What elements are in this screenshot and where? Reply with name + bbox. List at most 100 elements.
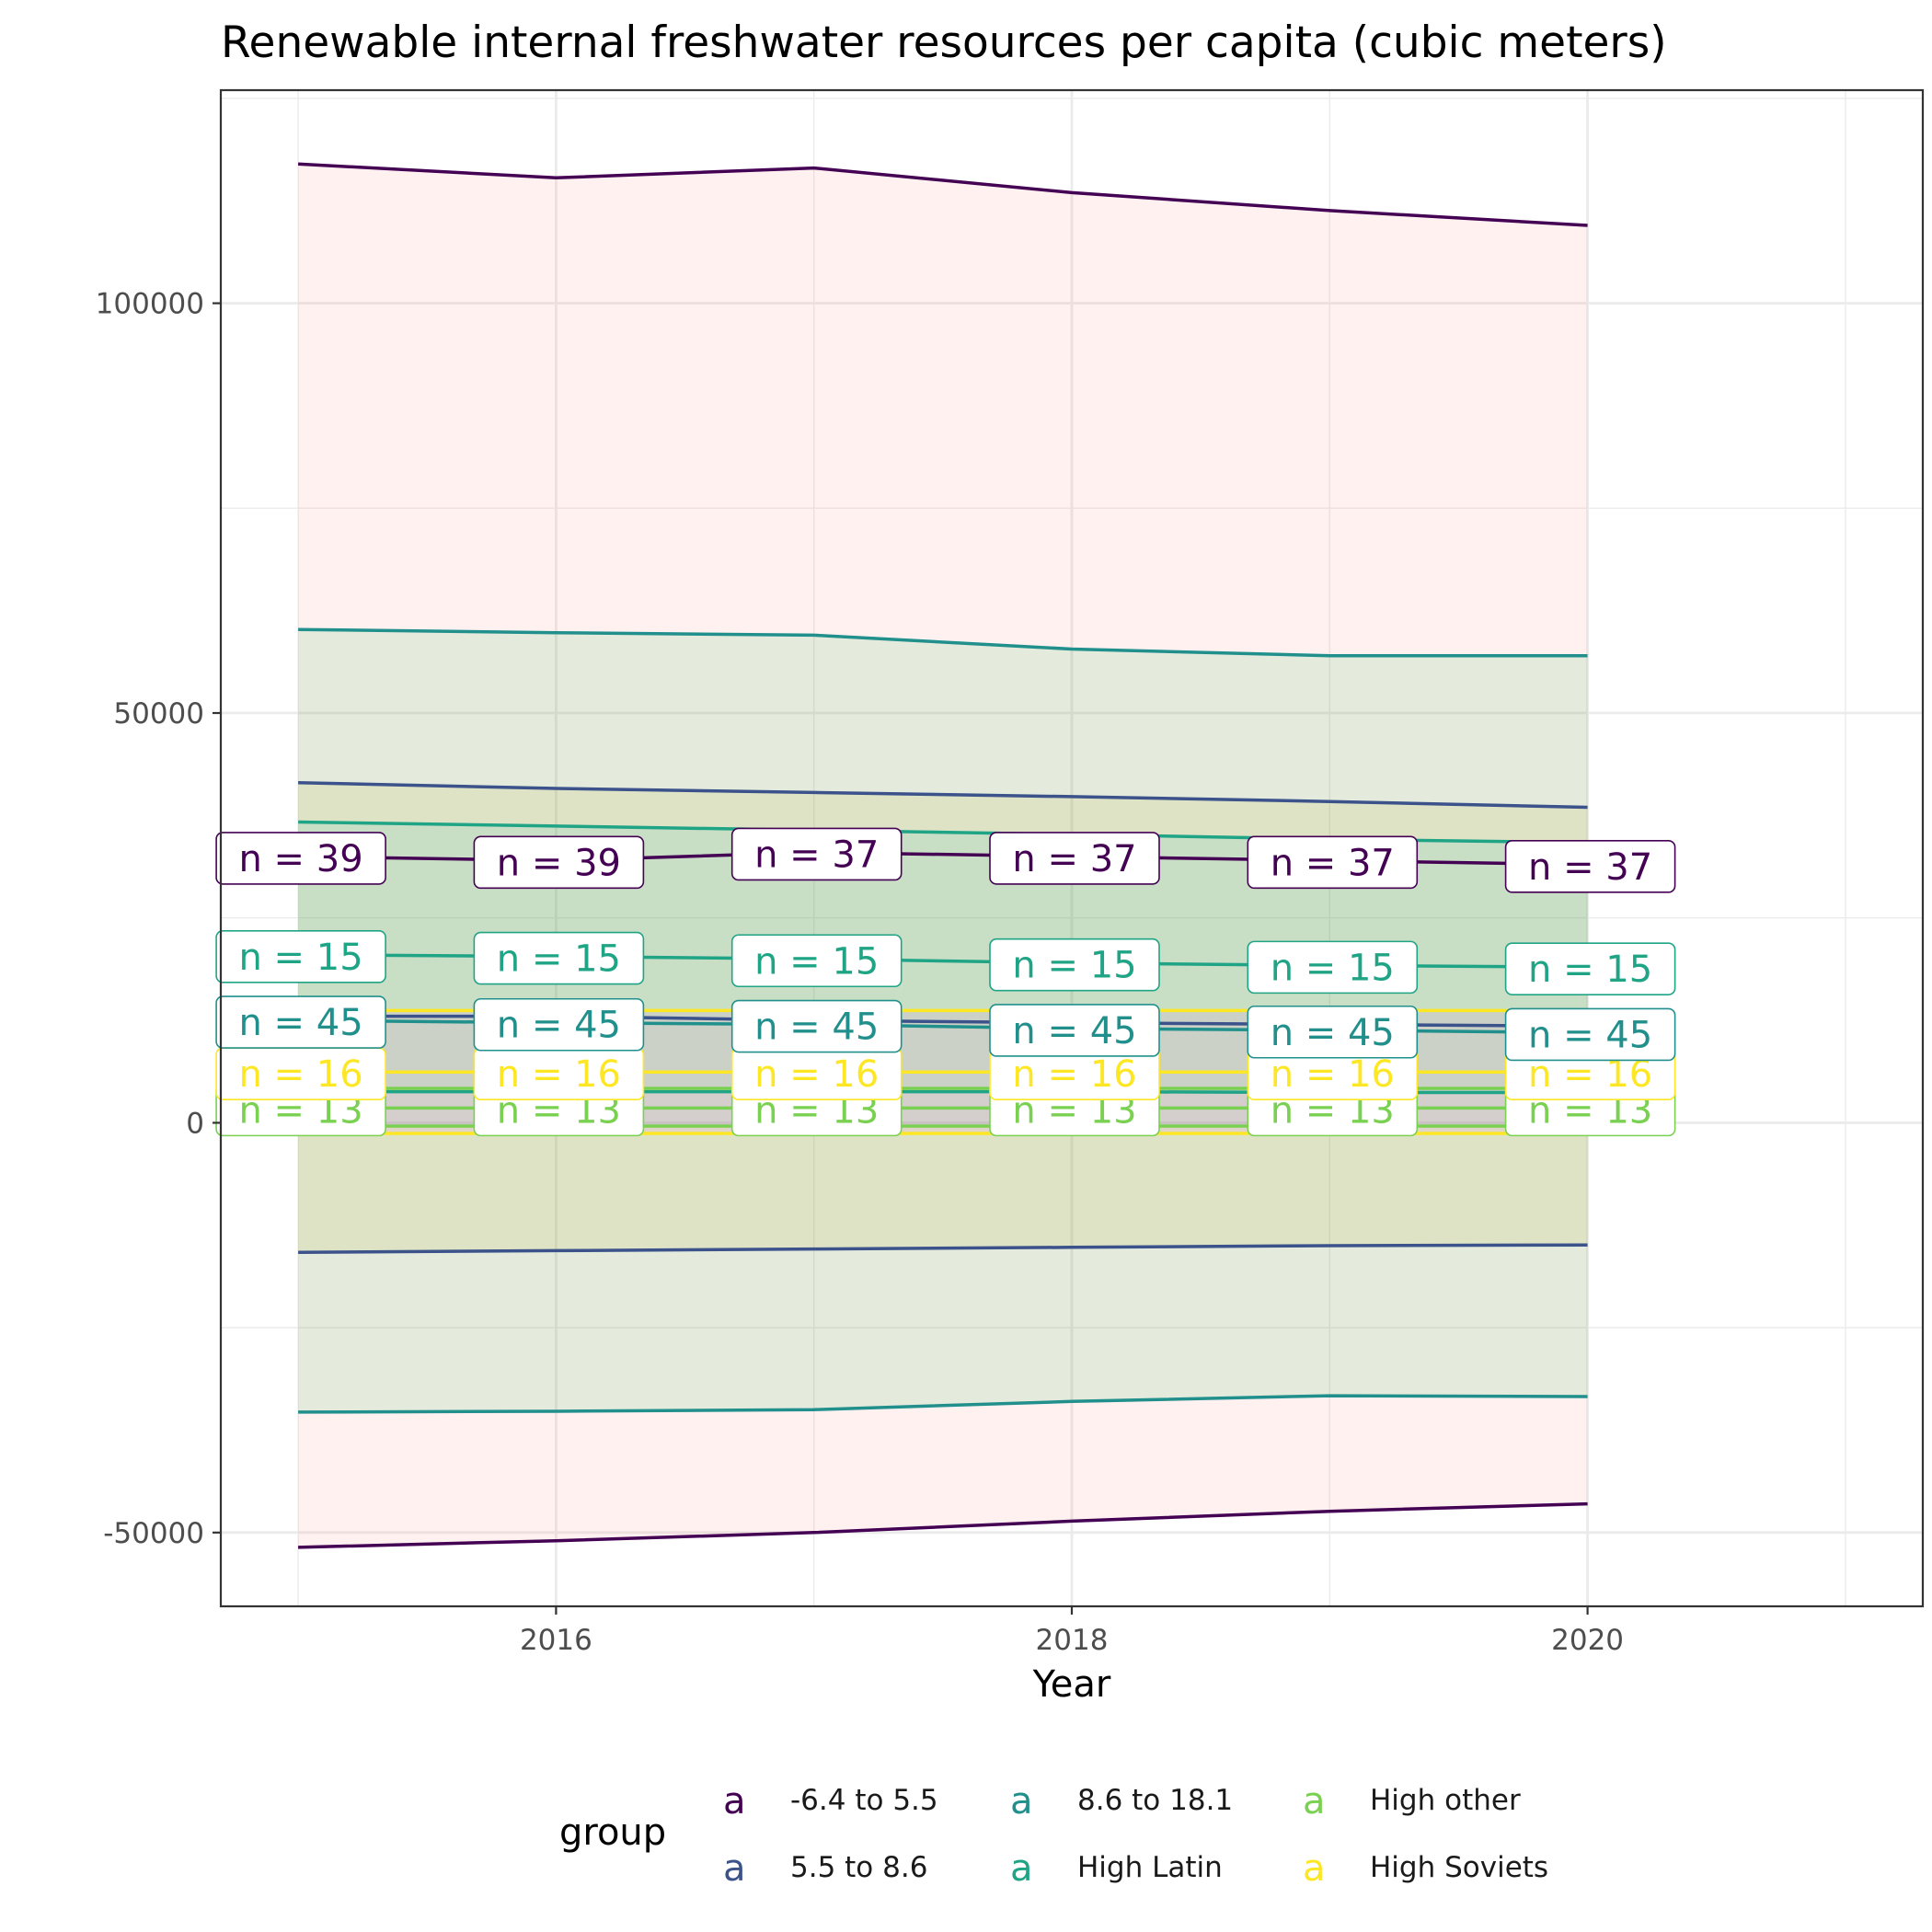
n-label-box (473, 931, 645, 985)
n-label-text: n = 39 (497, 842, 621, 884)
n-label: n = 15 (730, 934, 903, 988)
n-label: n = 45 (473, 997, 645, 1052)
n-label-box (1247, 940, 1419, 995)
n-label: n = 45 (1504, 1007, 1676, 1062)
n-label-box (473, 997, 645, 1052)
n-label-box (730, 934, 903, 988)
n-label-text: n = 16 (238, 1053, 362, 1096)
n-label: n = 37 (1504, 840, 1676, 893)
legend-item: a High other (1303, 1780, 1521, 1823)
n-label: n = 45 (730, 999, 903, 1053)
y-tick-label: -50000 (103, 1517, 204, 1550)
legend-label: -6.4 to 5.5 (790, 1784, 938, 1817)
y-tick-label: 100000 (96, 288, 204, 321)
n-label-text: n = 15 (1271, 947, 1395, 989)
n-label-text: n = 45 (1528, 1014, 1652, 1056)
upper-bound-line--6-4-to-5-5 (298, 162, 1588, 227)
n-label-box (1504, 942, 1676, 995)
n-label-box (1504, 840, 1676, 893)
n-label-box (989, 1004, 1160, 1057)
legend-key-glyph: a (1010, 1847, 1033, 1890)
n-label-box (215, 995, 386, 1049)
n-label: n = 45 (1247, 1005, 1419, 1059)
x-tick-label: 2018 (1036, 1624, 1109, 1657)
n-label: n = 39 (215, 832, 386, 885)
legend-title: group (559, 1811, 666, 1854)
lower-bound-line--6-4-to-5-5 (298, 1501, 1588, 1549)
x-tick-label: 2020 (1551, 1624, 1624, 1657)
n-label-text: n = 16 (497, 1053, 621, 1096)
n-label: n = 39 (473, 835, 645, 890)
legend-label: High other (1370, 1784, 1521, 1817)
legend-item: a High Latin (1010, 1847, 1223, 1890)
n-label: n = 16 (1247, 1047, 1419, 1100)
n-label-text: n = 37 (1528, 846, 1652, 889)
x-tick-label: 2016 (520, 1624, 592, 1657)
n-label-box (1247, 1005, 1419, 1059)
n-label-text: n = 45 (238, 1002, 362, 1044)
legend-label: High Latin (1077, 1851, 1223, 1884)
lower-bound-line-8-6-to-18-1 (298, 1394, 1588, 1414)
n-label: n = 37 (989, 832, 1160, 885)
n-label-text: n = 39 (238, 838, 362, 880)
n-labels: n = 13 n = 13 n = 13 n = 13 n = 13 n = 13n = … (215, 827, 1676, 1137)
n-label-text: n = 45 (497, 1005, 621, 1047)
legend-label: High Soviets (1370, 1851, 1548, 1884)
n-label-text: n = 16 (1271, 1053, 1395, 1096)
legend-key-glyph: a (723, 1780, 746, 1823)
n-label-box (730, 827, 903, 881)
x-axis-title: Year (1032, 1663, 1111, 1706)
n-label: n = 15 (215, 930, 386, 983)
n-label: n = 15 (1504, 942, 1676, 995)
n-label-box (989, 832, 1160, 885)
legend-key-glyph: a (723, 1847, 746, 1890)
n-label-text: n = 37 (1271, 842, 1395, 884)
n-label-text: n = 37 (754, 834, 879, 876)
n-label-text: n = 15 (1528, 949, 1652, 991)
legend-item: a -6.4 to 5.5 (723, 1780, 938, 1823)
n-label: n = 45 (989, 1004, 1160, 1057)
n-label: n = 37 (730, 827, 903, 881)
chart-title: Renewable internal freshwater resources … (221, 17, 1667, 68)
n-label: n = 37 (1247, 835, 1419, 890)
n-label-box (989, 937, 1160, 992)
n-label-text: n = 15 (238, 937, 362, 979)
n-label: n = 45 (215, 995, 386, 1049)
lower-bound-line-5-5-to-8-6 (298, 1243, 1588, 1254)
n-label-text: n = 16 (754, 1053, 879, 1096)
n-label: n = 16 (730, 1047, 903, 1100)
n-label-text: n = 16 (1012, 1053, 1136, 1096)
n-label-box (1504, 1007, 1676, 1062)
n-label-text: n = 45 (1012, 1010, 1136, 1052)
legend-item: a High Soviets (1303, 1847, 1548, 1890)
n-label-text: n = 45 (1271, 1012, 1395, 1054)
n-label-text: n = 37 (1012, 838, 1136, 880)
n-label: n = 15 (989, 937, 1160, 992)
n-label-box (1247, 835, 1419, 890)
axes: -50000 0 50000 100000 2016 2018 2020 (96, 288, 1624, 1657)
legend-key-glyph: a (1303, 1847, 1326, 1890)
n-label-text: n = 15 (1012, 945, 1136, 987)
n-label-text: n = 15 (754, 940, 879, 983)
y-tick-label: 0 (186, 1107, 204, 1140)
n-label-box (730, 999, 903, 1053)
legend-key-glyph: a (1010, 1780, 1033, 1823)
n-label-box (473, 835, 645, 890)
legend-label: 5.5 to 8.6 (790, 1851, 927, 1884)
n-label-box (215, 832, 386, 885)
n-label-text: n = 15 (497, 938, 621, 981)
n-label: n = 16 (989, 1047, 1160, 1100)
n-label: n = 16 (215, 1047, 386, 1100)
upper-bound-line-8-6-to-18-1 (298, 627, 1588, 658)
upper-bound-line-5-5-to-8-6 (298, 780, 1588, 810)
n-label: n = 15 (1247, 940, 1419, 995)
legend-item: a 8.6 to 18.1 (1010, 1780, 1233, 1823)
legend-item: a 5.5 to 8.6 (723, 1847, 927, 1890)
n-label-box (215, 930, 386, 983)
legend-key-glyph: a (1303, 1780, 1326, 1823)
n-label-text: n = 45 (754, 1006, 879, 1049)
n-label: n = 16 (473, 1047, 645, 1100)
legend-label: 8.6 to 18.1 (1077, 1784, 1233, 1817)
